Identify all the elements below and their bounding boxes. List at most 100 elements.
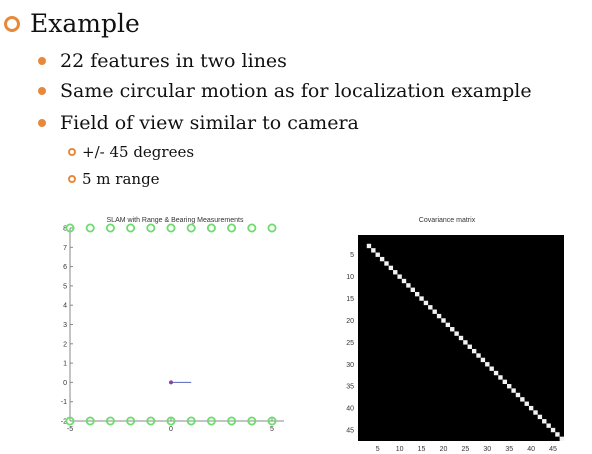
- sub-bullet-text: +/- 45 degrees: [82, 143, 195, 161]
- diagonal-cell: [458, 335, 464, 341]
- diagonal-cell: [428, 305, 433, 310]
- x-tick-label: 30: [483, 446, 491, 453]
- y-tick-label: 25: [346, 340, 354, 347]
- diagonal-cell: [502, 379, 508, 385]
- diagonal-cell: [528, 405, 534, 411]
- diagonal-cell: [454, 331, 459, 336]
- landmark-point: [267, 416, 277, 426]
- landmark-point: [166, 416, 176, 426]
- y-tick-label: 5: [350, 252, 354, 259]
- diagonal-cell: [388, 265, 394, 271]
- x-tick-label: 35: [505, 446, 513, 453]
- heading-bullet: Example: [4, 10, 140, 38]
- y-tick-label: 30: [346, 362, 354, 369]
- diagonal-cell: [550, 427, 556, 433]
- diagonal-cell: [441, 318, 446, 323]
- diagonal-cell: [366, 243, 372, 249]
- diagonal-cell: [537, 414, 543, 420]
- x-tick-label: 40: [527, 446, 535, 453]
- y-tick-label: 35: [346, 384, 354, 391]
- dot-bullet-icon: [38, 57, 46, 65]
- landmark-point: [166, 223, 176, 233]
- diagonal-cell: [489, 366, 494, 371]
- landmark-point: [85, 223, 95, 233]
- diagonal-cell: [401, 278, 407, 284]
- bullet-item: Same circular motion as for localization…: [38, 80, 532, 102]
- diagonal-cell: [445, 322, 451, 328]
- bullet-text: Field of view similar to camera: [60, 112, 359, 134]
- y-tick-label: 0: [63, 380, 67, 387]
- landmark-point: [206, 223, 216, 233]
- landmark-point: [267, 223, 277, 233]
- x-tick-label: 0: [169, 426, 173, 433]
- x-tick-label: 5: [376, 446, 380, 453]
- y-tick-label: 2: [63, 341, 67, 348]
- diagonal-cell: [480, 357, 486, 363]
- landmark-point: [247, 416, 257, 426]
- bullet-text: Same circular motion as for localization…: [60, 80, 532, 102]
- bullet-item: 22 features in two lines: [38, 50, 287, 72]
- ring-bullet-icon: [4, 16, 20, 32]
- diagonal-cell: [450, 327, 455, 332]
- diagonal-cell: [414, 291, 420, 297]
- diagonal-cell: [467, 344, 472, 349]
- diagonal-cell: [375, 252, 380, 257]
- dot-bullet-icon: [38, 119, 46, 127]
- y-tick-label: 8: [63, 226, 67, 233]
- landmark-point: [85, 416, 95, 426]
- x-tick-label: 15: [418, 446, 426, 453]
- landmark-point: [186, 416, 196, 426]
- diagonal-cell: [542, 419, 547, 424]
- dot-bullet-icon: [38, 87, 46, 95]
- landmark-point: [126, 223, 136, 233]
- y-tick-label: 10: [346, 274, 354, 281]
- diagonal-cell: [546, 423, 551, 428]
- x-tick-label: 5: [270, 426, 274, 433]
- diagonal-cell: [406, 283, 411, 288]
- diagonal-cell: [423, 300, 429, 306]
- y-tick-label: 45: [346, 428, 354, 435]
- diagonal-cell: [498, 375, 503, 380]
- y-tick-label: 4: [63, 303, 67, 310]
- landmark-point: [247, 223, 257, 233]
- bullet-text: 22 features in two lines: [60, 50, 287, 72]
- landmark-point: [206, 416, 216, 426]
- y-tick-label: -2: [61, 419, 67, 426]
- landmark-point: [146, 416, 156, 426]
- diagonal-cell: [555, 432, 560, 437]
- diagonal-cell: [520, 397, 525, 402]
- chart-title: SLAM with Range & Bearing Measurements: [107, 217, 244, 224]
- diagonal-cell: [432, 309, 437, 314]
- x-tick-label: -5: [67, 426, 73, 433]
- landmark-point: [65, 223, 75, 233]
- diagonal-cell: [533, 410, 538, 415]
- bullet-item: Field of view similar to camera: [38, 112, 359, 134]
- sub-bullet-item: 5 m range: [68, 170, 160, 188]
- diagonal-cell: [419, 296, 424, 301]
- sub-bullet-item: +/- 45 degrees: [68, 143, 194, 161]
- x-tick-label: 25: [461, 446, 469, 453]
- diagonal-cell: [463, 340, 468, 345]
- diagonal-cell: [476, 353, 481, 358]
- x-tick-label: 45: [549, 446, 557, 453]
- ring-bullet-icon: [68, 148, 76, 156]
- ring-bullet-icon: [68, 175, 76, 183]
- diagonal-cell: [436, 313, 442, 319]
- diagonal-cell: [511, 388, 516, 393]
- diagonal-cell: [524, 401, 529, 406]
- sub-bullet-text: 5 m range: [82, 170, 160, 188]
- diagonal-cell: [384, 261, 389, 266]
- landmark-point: [105, 223, 115, 233]
- robot-pose-marker: [169, 380, 173, 385]
- y-tick-label: 6: [63, 264, 67, 271]
- landmark-point: [227, 416, 237, 426]
- landmark-point: [186, 223, 196, 233]
- diagonal-cell: [485, 362, 490, 367]
- y-tick-label: 3: [63, 322, 67, 329]
- y-tick-label: 15: [346, 296, 354, 303]
- diagonal-cell: [515, 392, 521, 398]
- landmark-point: [126, 416, 136, 426]
- diagonal-cell: [393, 270, 398, 275]
